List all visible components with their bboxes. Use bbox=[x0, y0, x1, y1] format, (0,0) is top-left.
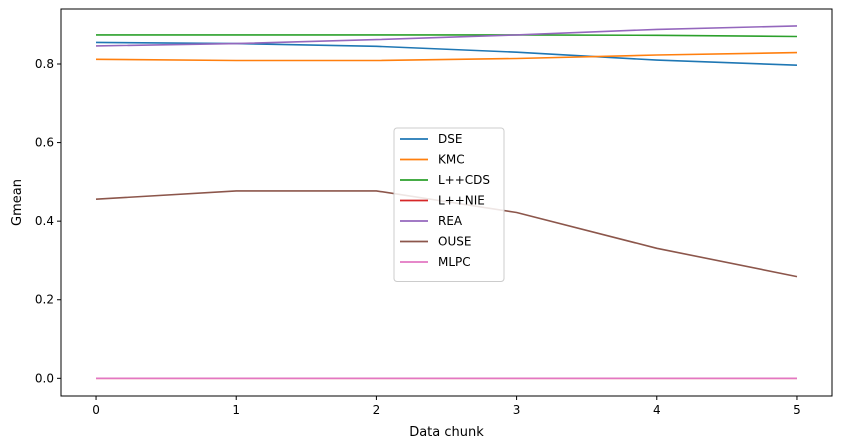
x-tick-label: 2 bbox=[373, 403, 381, 417]
legend-label: L++NIE bbox=[438, 194, 485, 208]
y-tick-label: 0.2 bbox=[35, 293, 54, 307]
legend-label: L++CDS bbox=[438, 173, 490, 187]
x-tick-label: 0 bbox=[92, 403, 100, 417]
series-line-rea bbox=[95, 25, 798, 47]
legend-label: REA bbox=[438, 214, 463, 228]
axes-frame bbox=[60, 8, 833, 397]
legend-label: DSE bbox=[438, 132, 462, 146]
x-tick-label: 1 bbox=[232, 403, 240, 417]
legend-box bbox=[393, 127, 505, 282]
y-axis: 0.0 0.2 0.4 0.6 0.8 bbox=[35, 57, 61, 385]
y-tick-label: 0.8 bbox=[35, 57, 54, 71]
legend-label: KMC bbox=[438, 153, 465, 167]
x-tick-label: 4 bbox=[653, 403, 661, 417]
x-axis-label: Data chunk bbox=[409, 425, 484, 440]
series-line-kmc bbox=[95, 51, 798, 62]
series-line-l-cds bbox=[96, 34, 798, 38]
y-tick-label: 0.4 bbox=[35, 214, 54, 228]
y-tick-label: 0.0 bbox=[35, 371, 54, 385]
x-axis: 0 1 2 3 4 5 bbox=[92, 396, 801, 417]
legend-label: MLPC bbox=[438, 255, 471, 269]
x-tick-label: 5 bbox=[793, 403, 801, 417]
legend: DSE KMC L++CDS L++NIE REA OUSE MLPC bbox=[393, 127, 505, 282]
x-tick-label: 3 bbox=[513, 403, 521, 417]
y-tick-label: 0.6 bbox=[35, 136, 54, 150]
legend-label: OUSE bbox=[438, 235, 471, 249]
y-axis-label: Gmean bbox=[10, 179, 25, 226]
